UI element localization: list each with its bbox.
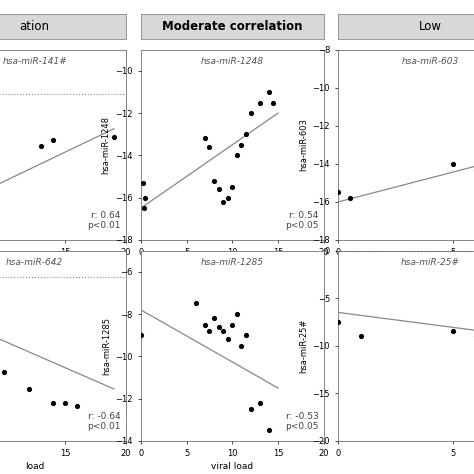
Point [237, 342, 245, 349]
Text: hsa-miR-603: hsa-miR-603 [401, 57, 458, 66]
Point [201, 135, 209, 142]
Point [49, 399, 57, 407]
Point [242, 331, 250, 339]
Point [449, 328, 456, 335]
Point [233, 152, 241, 159]
Point [73, 402, 81, 410]
Text: hsa-miR-25#: hsa-miR-25# [401, 258, 459, 267]
Point [37, 143, 45, 150]
Point [256, 399, 264, 407]
Text: Moderate correlation: Moderate correlation [162, 20, 302, 33]
Text: ation: ation [19, 20, 50, 33]
X-axis label: load: load [25, 462, 44, 471]
Point [215, 323, 222, 330]
Y-axis label: hsa-miR-1285: hsa-miR-1285 [102, 317, 111, 375]
Point [256, 99, 264, 106]
Point [224, 194, 231, 201]
Point [265, 427, 273, 434]
Point [210, 314, 218, 322]
Point [247, 109, 255, 117]
Point [142, 194, 149, 201]
Y-axis label: hsa-miR-603: hsa-miR-603 [299, 118, 308, 171]
Point [237, 141, 245, 149]
Point [228, 183, 236, 191]
Point [265, 88, 273, 96]
Point [110, 134, 118, 141]
Point [49, 137, 57, 144]
Point [270, 99, 277, 106]
X-axis label: viral load: viral load [211, 462, 253, 471]
Text: hsa-miR-141#: hsa-miR-141# [2, 57, 67, 66]
Point [335, 189, 342, 196]
Point [139, 179, 146, 187]
Point [201, 321, 209, 328]
Point [247, 405, 255, 413]
Text: hsa-miR-1285: hsa-miR-1285 [201, 258, 264, 267]
Y-axis label: hsa-miR-1248: hsa-miR-1248 [101, 116, 110, 174]
Text: r: 0.64
p<0.01: r: 0.64 p<0.01 [87, 211, 120, 230]
Y-axis label: hsa-miR-25#: hsa-miR-25# [300, 319, 309, 373]
Point [228, 321, 236, 328]
Point [0, 368, 8, 375]
Point [219, 327, 227, 335]
Point [206, 143, 213, 151]
Point [25, 385, 32, 393]
Point [137, 331, 145, 339]
Text: r: 0.54
p<0.05: r: 0.54 p<0.05 [285, 211, 318, 230]
Text: hsa-miR-642: hsa-miR-642 [6, 258, 63, 267]
Point [449, 160, 456, 168]
X-axis label: viral load: viral load [211, 261, 253, 270]
Point [472, 166, 474, 173]
Text: hsa-miR-1248: hsa-miR-1248 [201, 57, 264, 66]
Text: r: -0.53
p<0.05: r: -0.53 p<0.05 [285, 412, 318, 431]
Point [472, 332, 474, 340]
X-axis label: load: load [25, 261, 44, 270]
Point [357, 332, 365, 340]
Point [346, 194, 354, 202]
Point [224, 336, 231, 343]
Point [192, 300, 200, 307]
Point [210, 177, 218, 184]
Point [215, 185, 222, 193]
Point [335, 318, 342, 326]
Text: r: -0.64
p<0.01: r: -0.64 p<0.01 [87, 412, 120, 431]
Point [219, 198, 227, 206]
Point [242, 130, 250, 138]
Point [206, 327, 213, 335]
Text: Low: Low [419, 20, 441, 33]
Point [61, 399, 69, 407]
Point [233, 310, 241, 318]
Point [140, 204, 147, 212]
